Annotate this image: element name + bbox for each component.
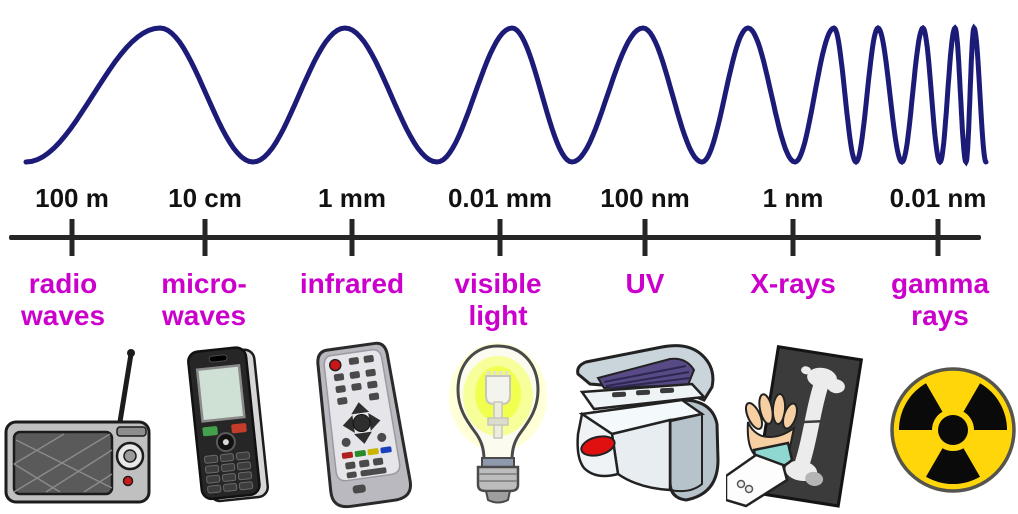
band-label-visible-light: visible light [454, 268, 542, 332]
em-wave [23, 23, 989, 167]
axis-tick [642, 219, 648, 256]
wavelength-label: 1 mm [318, 183, 386, 213]
spectrum-axis [9, 235, 981, 240]
radiation-symbol-icon [888, 360, 1018, 500]
band-label-gamma-rays: gamma rays [890, 268, 990, 332]
remote-control-icon [296, 340, 428, 512]
axis-tick [497, 219, 503, 256]
axis-tick [935, 219, 941, 256]
band-label-uv: UV [625, 268, 665, 299]
wavelength-label: 100 nm [600, 183, 690, 213]
band-label-microwaves: micro- waves [161, 268, 247, 332]
axis-tick [69, 219, 75, 256]
mobile-phone-icon [170, 344, 282, 506]
axis-tick [202, 219, 208, 256]
wavelength-label: 100 m [35, 183, 109, 213]
band-label-radio-waves: radio waves [20, 268, 106, 332]
wavelength-label: 1 nm [762, 183, 824, 213]
wavelength-label: 0.01 mm [447, 183, 553, 213]
radio-icon [2, 344, 154, 506]
wavelength-label: 0.01 nm [889, 183, 987, 213]
tanning-bed-icon [570, 342, 726, 510]
xray-film-icon [726, 344, 872, 510]
band-label-infrared: infrared [299, 268, 405, 299]
axis-tick [349, 219, 355, 256]
em-wave-path [23, 23, 989, 167]
wavelength-label: 10 cm [168, 183, 242, 213]
axis-tick [790, 219, 796, 256]
band-label-xrays: X-rays [750, 268, 836, 299]
light-bulb-icon [448, 342, 548, 510]
